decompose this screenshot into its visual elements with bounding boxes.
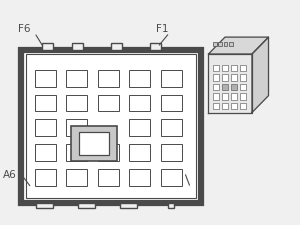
Bar <box>160 169 182 186</box>
Bar <box>229 42 233 45</box>
Bar <box>160 144 182 161</box>
Bar <box>218 42 222 45</box>
Bar <box>160 70 182 87</box>
Bar <box>21 50 201 202</box>
Bar <box>129 144 150 161</box>
Polygon shape <box>252 37 268 112</box>
Bar <box>70 126 117 161</box>
Bar <box>232 103 237 109</box>
Text: F1: F1 <box>156 24 169 34</box>
Bar <box>223 74 228 81</box>
Bar <box>26 54 196 198</box>
Bar <box>224 42 227 45</box>
Bar <box>168 202 174 208</box>
Bar <box>232 84 237 90</box>
Bar <box>213 65 219 71</box>
Bar <box>34 144 56 161</box>
Bar <box>240 65 246 71</box>
Bar <box>213 74 219 81</box>
Bar <box>232 65 237 71</box>
Bar <box>232 93 237 100</box>
Polygon shape <box>208 54 252 112</box>
Text: A6: A6 <box>3 171 17 180</box>
Bar <box>240 74 246 81</box>
Bar <box>98 70 118 87</box>
Bar <box>66 144 87 161</box>
Bar <box>213 93 219 100</box>
Bar <box>232 74 237 81</box>
Bar <box>160 119 182 136</box>
Bar <box>66 94 87 111</box>
Bar <box>66 70 87 87</box>
Bar <box>150 43 161 50</box>
Bar <box>34 70 56 87</box>
Polygon shape <box>208 37 268 54</box>
Text: A1: A1 <box>171 171 185 180</box>
Bar <box>66 169 87 186</box>
Bar <box>36 202 52 208</box>
Bar <box>98 169 118 186</box>
Bar <box>98 94 118 111</box>
Bar <box>213 84 219 90</box>
Bar <box>42 43 53 50</box>
Bar <box>129 70 150 87</box>
Bar <box>129 169 150 186</box>
Bar <box>98 144 118 161</box>
Bar <box>78 202 94 208</box>
Bar <box>213 103 219 109</box>
Bar <box>34 94 56 111</box>
Bar <box>223 93 228 100</box>
Bar <box>129 94 150 111</box>
Bar <box>213 42 217 45</box>
Bar <box>34 169 56 186</box>
Bar <box>223 103 228 109</box>
Bar <box>72 43 83 50</box>
Bar <box>240 93 246 100</box>
Bar <box>111 43 122 50</box>
Bar <box>223 65 228 71</box>
Bar <box>160 94 182 111</box>
Bar <box>66 119 87 136</box>
Bar <box>240 103 246 109</box>
Text: F6: F6 <box>18 24 31 34</box>
Bar <box>223 84 228 90</box>
Bar <box>129 119 150 136</box>
Bar <box>240 84 246 90</box>
Bar <box>79 132 109 155</box>
Bar <box>34 119 56 136</box>
Bar <box>120 202 136 208</box>
